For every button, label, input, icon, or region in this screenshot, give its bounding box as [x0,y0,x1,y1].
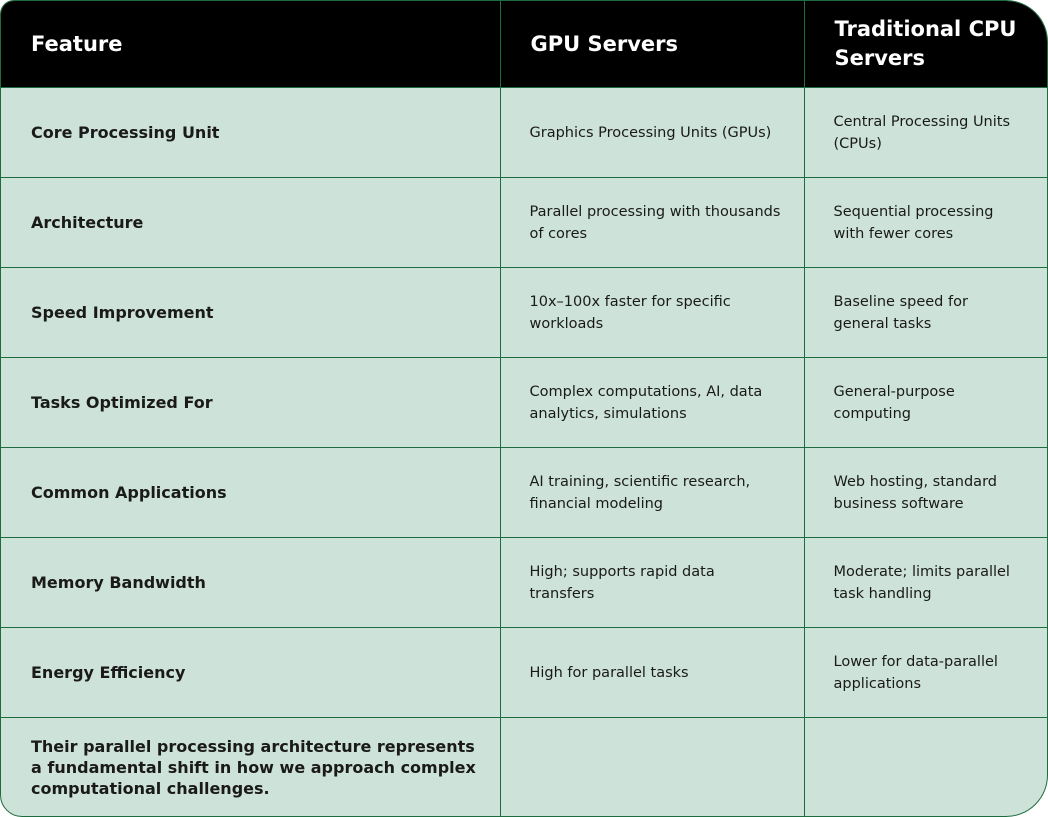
table-row: Architecture Parallel processing with tho… [1,177,1047,268]
table-row: Tasks Optimized For Complex computations,… [1,357,1047,448]
row-label: Common Applications [1,447,500,538]
table-row: Their parallel processing architecture r… [1,717,1047,816]
row-label: Speed Improvement [1,267,500,358]
row-label: Energy Efficiency [1,627,500,718]
table-cell: High; supports rapid data transfers [499,537,804,628]
empty-cell [499,717,804,816]
header-cell: GPU Servers [499,1,804,88]
table-cell: Moderate; limits parallel task handling [803,537,1047,628]
table-row: Memory Bandwidth High; supports rapid dat… [1,537,1047,628]
header-row: Feature GPU Servers Traditional CPU Server… [1,1,1047,88]
empty-cell [803,717,1047,816]
table-row: Common Applications AI training, scientif… [1,447,1047,538]
header-cell: Feature [1,1,500,88]
row-label: Memory Bandwidth [1,537,500,628]
header-cell: Traditional CPU Servers [803,1,1047,88]
table-row: Speed Improvement 10x–100x faster for spe… [1,267,1047,358]
table-row: Energy Efficiency High for parallel tasks… [1,627,1047,718]
row-label: Architecture [1,177,500,268]
table-cell: High for parallel tasks [499,627,804,718]
row-label: Tasks Optimized For [1,357,500,448]
table-cell: Sequential processing with fewer cores [803,177,1047,268]
table-cell: General-purpose computing [803,357,1047,448]
table-cell: Web hosting, standard business software [803,447,1047,538]
row-label: Their parallel processing architecture r… [1,717,500,816]
table-cell: Graphics Processing Units (GPUs) [499,87,804,178]
table-cell: Parallel processing with thousands of co… [499,177,804,268]
table-row: Core Processing Unit Graphics Processing … [1,87,1047,178]
table-cell: 10x–100x faster for specific workloads [499,267,804,358]
row-label: Core Processing Unit [1,87,500,178]
table-body: Core Processing Unit Graphics Processing … [1,87,1047,816]
table-cell: Central Processing Units (CPUs) [803,87,1047,178]
table-cell: Lower for data-parallel applications [803,627,1047,718]
table-cell: AI training, scientific research, financ… [499,447,804,538]
table-cell: Complex computations, AI, data analytics… [499,357,804,448]
table-cell: Baseline speed for general tasks [803,267,1047,358]
